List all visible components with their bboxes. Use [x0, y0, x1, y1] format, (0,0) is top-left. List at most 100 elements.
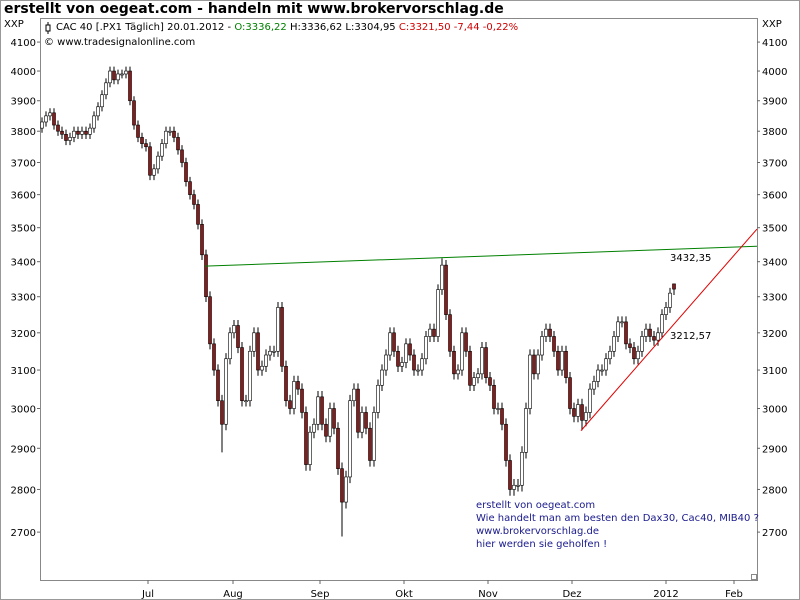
candle-body [404, 343, 408, 363]
y-tick-label-right: 3000 [762, 405, 787, 416]
y-tick-label: 3400 [11, 258, 36, 269]
y-tick-label-right: 3700 [762, 158, 787, 169]
y-unit-right: XXP [762, 19, 782, 30]
candle-body [168, 130, 172, 133]
candle-body [40, 121, 44, 129]
y-tick-label-right: 3900 [762, 97, 787, 108]
candle-body [52, 112, 56, 126]
candle-body [204, 254, 208, 298]
candle-body [580, 404, 584, 421]
y-tick-label-right: 4000 [762, 67, 787, 78]
candle-body [568, 377, 572, 409]
y-tick-label: 3700 [11, 158, 36, 169]
candle-body [220, 400, 224, 425]
y-tick-label: 3100 [11, 366, 36, 377]
candle-body [96, 106, 100, 117]
candle-body [440, 264, 444, 290]
candle-body [544, 328, 548, 337]
candle-body [76, 130, 80, 135]
candle-body [212, 343, 216, 371]
y-tick-label: 3800 [11, 127, 36, 138]
candle-body [68, 137, 72, 141]
annotation-line: www.brokervorschlag.de [476, 526, 599, 537]
y-tick-label: 3500 [11, 224, 36, 235]
x-tick-label: 2012 [653, 589, 678, 600]
candle-body [492, 384, 496, 409]
y-tick-label-right: 4100 [762, 38, 787, 49]
y-tick-label: 2900 [11, 444, 36, 455]
candle-body [428, 328, 432, 337]
candle-body [280, 307, 284, 367]
candle-body [144, 143, 148, 148]
candle-body [468, 350, 472, 386]
candle-body [476, 373, 480, 378]
y-tick-label-right: 3800 [762, 127, 787, 138]
candle-body [632, 347, 636, 360]
y-tick-label-right: 2800 [762, 485, 787, 496]
candle-body [80, 130, 84, 135]
legend-open: O:3336,22 [234, 22, 286, 33]
candle-body [488, 377, 492, 386]
candle-body [176, 137, 180, 151]
candle-body [140, 137, 144, 144]
candle-body [532, 354, 536, 375]
candle-body [184, 162, 188, 182]
y-tick-label-right: 3100 [762, 366, 787, 377]
candle-body [56, 124, 60, 132]
candle-body [136, 124, 140, 138]
candle-body [600, 369, 604, 372]
candle-body [192, 194, 196, 205]
candle-body [536, 354, 540, 375]
candle-body [84, 130, 88, 135]
candle-body [376, 384, 380, 413]
y-tick-label: 3600 [11, 191, 36, 202]
candle-body [324, 423, 328, 437]
candle-body [208, 296, 212, 345]
candle-body [60, 130, 64, 135]
candle-body [628, 343, 632, 348]
candle-body [332, 408, 336, 429]
candle-body [504, 423, 508, 461]
candle-body [644, 328, 648, 337]
candle-body [224, 358, 228, 425]
candle-body [572, 408, 576, 417]
candle-body [188, 181, 192, 195]
candle-body [236, 325, 240, 348]
legend-symbol: CAC 40 [.PX1 Täglich] 20.01.2012 - [56, 22, 232, 33]
candle-body [464, 332, 468, 352]
plot-area [40, 18, 758, 581]
candle-body [100, 94, 104, 108]
candle-body [344, 476, 348, 503]
candle-body [624, 321, 628, 345]
candle-body [508, 460, 512, 490]
candle-body [524, 408, 528, 453]
candle-body [348, 400, 352, 478]
y-tick-label: 3300 [11, 293, 36, 304]
candle-body [652, 336, 656, 341]
candle-body [160, 143, 164, 157]
candle-body [392, 332, 396, 352]
candle-body [132, 100, 136, 126]
candle-body [228, 332, 232, 360]
candle-body [448, 314, 452, 352]
candle-body [92, 115, 96, 129]
candle-body [452, 350, 456, 375]
candle-body [152, 168, 156, 176]
x-tick-label: Okt [395, 589, 413, 600]
candle-body [44, 115, 48, 123]
candle-body [540, 336, 544, 356]
candle-body [240, 347, 244, 402]
candle-body [584, 412, 588, 421]
candle-body [312, 423, 316, 433]
y-tick-label: 2800 [11, 485, 36, 496]
candle-body [408, 343, 412, 356]
candle-body [552, 336, 556, 352]
candle-body [360, 412, 364, 433]
candle-body [512, 484, 516, 490]
candle-body [592, 381, 596, 390]
candle-body [104, 82, 108, 96]
candle-body [108, 70, 112, 84]
candle-body [340, 468, 344, 503]
candle-body [444, 264, 448, 315]
